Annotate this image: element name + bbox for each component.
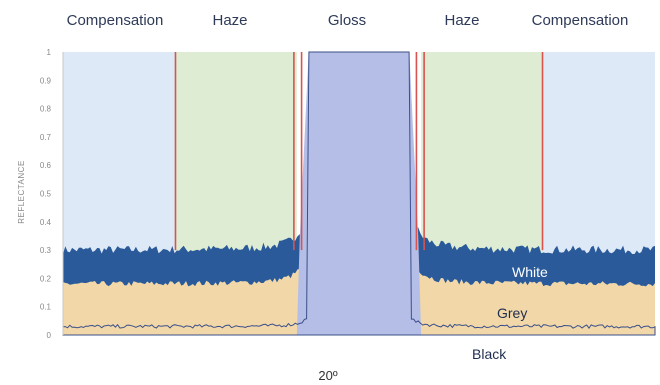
y-tick-label: 0.5 [40,190,52,199]
y-tick-label: 0.3 [40,246,52,255]
y-tick-label: 0.4 [40,218,52,227]
region-label-4: Compensation [532,12,629,29]
y-tick-label: 0.6 [40,161,52,170]
y-tick-label: 0.2 [40,274,52,283]
y-tick-label: 0.7 [40,133,52,142]
y-axis: 0 0.1 0.2 0.3 0.4 0.5 0.6 0.7 0.8 0.9 1 [40,48,63,340]
region-label-1: Haze [212,12,247,29]
y-tick-label: 0.9 [40,76,52,85]
region-labels: Compensation Haze Gloss Haze Compensation [67,12,629,29]
region-label-2: Gloss [328,12,366,29]
y-axis-title: REFLECTANCE [17,160,26,224]
y-tick-label: 0.8 [40,105,52,114]
region-label-0: Compensation [67,12,164,29]
series-label-white: White [512,264,548,280]
series-label-black: Black [472,346,507,362]
region-label-3: Haze [444,12,479,29]
y-tick-label: 0.1 [40,303,52,312]
y-tick-label: 0 [47,331,52,340]
y-tick-label: 1 [47,48,52,57]
gloss-area [297,52,421,335]
series-label-grey: Grey [497,305,527,321]
x-axis-label: 20º [318,368,337,383]
